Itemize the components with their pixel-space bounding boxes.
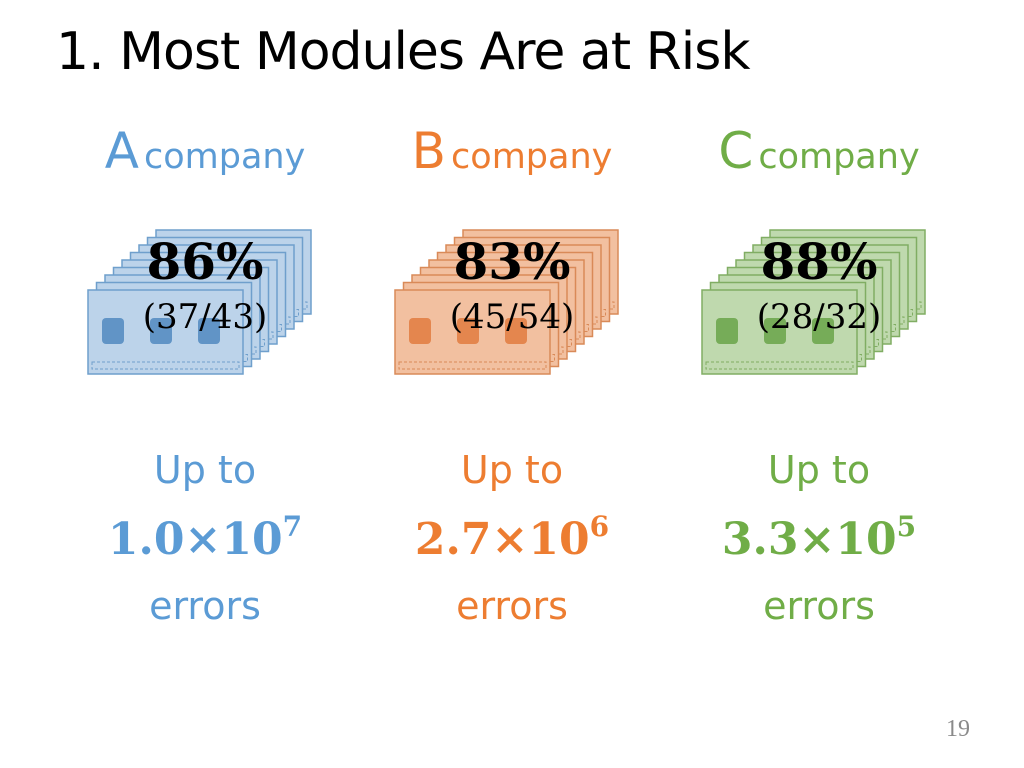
- error-count: 2.7×106: [362, 510, 662, 565]
- company-word: company: [144, 137, 306, 177]
- company-column: A company 86% (37/43) Up to 1.0×107 errors: [55, 0, 355, 768]
- errors-label: errors: [149, 584, 261, 628]
- module-chip: [812, 318, 834, 344]
- memory-module: [87, 289, 244, 375]
- company-letter: A: [104, 122, 139, 180]
- errors-label: errors: [456, 584, 568, 628]
- company-heading: B company: [362, 122, 662, 180]
- module-pins: [705, 361, 854, 370]
- risk-percent: 86%: [146, 232, 264, 291]
- error-mantissa: 3.3×10: [721, 514, 897, 565]
- module-pins: [398, 361, 547, 370]
- company-heading: C company: [669, 122, 969, 180]
- company-letter: B: [411, 122, 446, 180]
- company-column: C company 88% (28/32) Up to 3.3×105 errors: [669, 0, 969, 768]
- module-chip: [764, 318, 786, 344]
- risk-percent: 83%: [453, 232, 571, 291]
- company-letter: C: [718, 122, 754, 180]
- page-number: 19: [946, 716, 970, 742]
- slide-title: 1. Most Modules Are at Risk: [56, 22, 750, 82]
- company-word: company: [451, 137, 613, 177]
- module-chip: [150, 318, 172, 344]
- module-stack: [701, 229, 926, 375]
- risk-percent: 88%: [760, 232, 878, 291]
- company-column: B company 83% (45/54) Up to 2.7×106 errors: [362, 0, 662, 768]
- risk-ratio: (28/32): [756, 297, 882, 337]
- error-mantissa: 2.7×10: [414, 514, 590, 565]
- error-count: 3.3×105: [669, 510, 969, 565]
- module-chip: [505, 318, 527, 344]
- up-to-label: Up to: [153, 448, 257, 492]
- up-to-label: Up to: [460, 448, 564, 492]
- errors-label: errors: [763, 584, 875, 628]
- error-count: 1.0×107: [55, 510, 355, 565]
- module-chip: [102, 318, 124, 344]
- module-chip: [716, 318, 738, 344]
- error-exponent: 5: [896, 510, 917, 543]
- company-word: company: [758, 137, 920, 177]
- module-chip: [198, 318, 220, 344]
- memory-module: [394, 289, 551, 375]
- module-chip: [457, 318, 479, 344]
- error-exponent: 7: [282, 510, 303, 543]
- module-stack: [394, 229, 619, 375]
- module-stack: [87, 229, 312, 375]
- module-chip: [409, 318, 431, 344]
- risk-ratio: (37/43): [142, 297, 268, 337]
- risk-ratio: (45/54): [449, 297, 575, 337]
- memory-module: [701, 289, 858, 375]
- up-to-label: Up to: [767, 448, 871, 492]
- company-heading: A company: [55, 122, 355, 180]
- error-mantissa: 1.0×10: [107, 514, 283, 565]
- module-pins: [91, 361, 240, 370]
- error-exponent: 6: [589, 510, 610, 543]
